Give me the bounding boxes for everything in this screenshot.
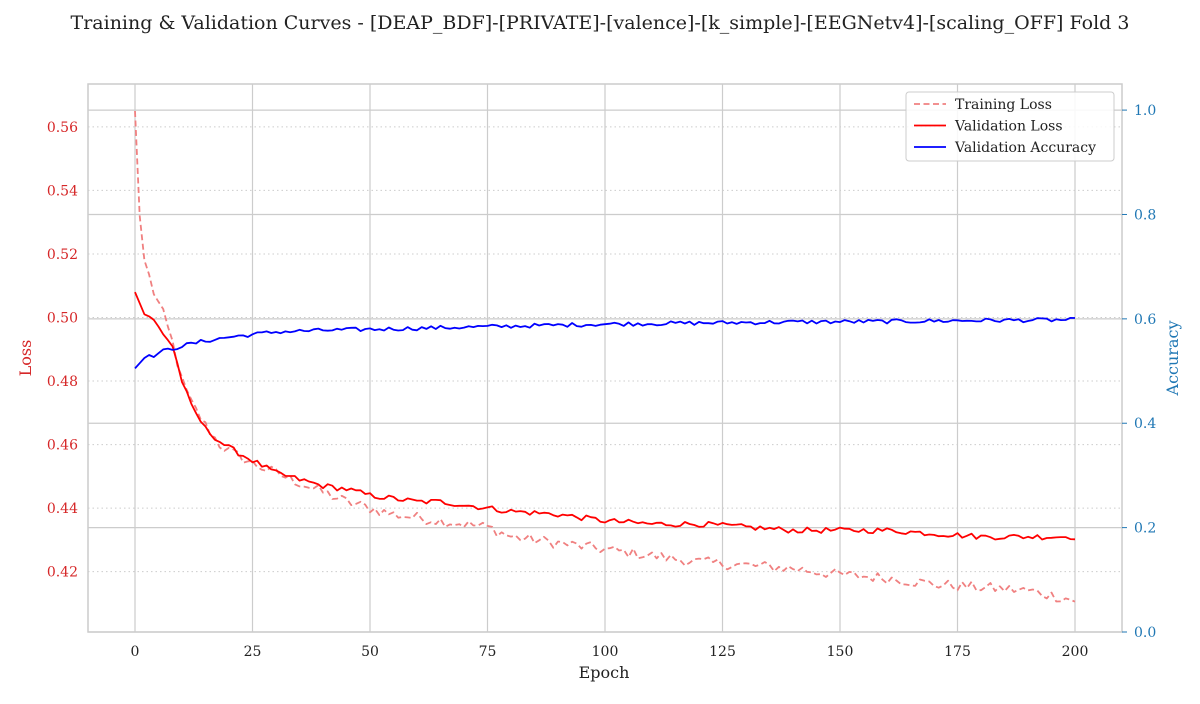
y-right-tick-label: 0.6 <box>1134 312 1156 328</box>
y-left-tick-label: 0.46 <box>47 438 78 454</box>
x-tick-label: 150 <box>827 644 854 660</box>
chart-title: Training & Validation Curves - [DEAP_BDF… <box>71 12 1130 34</box>
x-tick-label: 200 <box>1062 644 1089 660</box>
y-axis-right-label: Accuracy <box>1163 321 1182 397</box>
y-left-tick-label: 0.52 <box>47 247 78 263</box>
x-tick-label: 75 <box>479 644 497 660</box>
x-tick-label: 50 <box>361 644 379 660</box>
y-left-tick-label: 0.54 <box>47 183 78 199</box>
series-layer <box>134 110 1076 603</box>
y-left-tick-label: 0.50 <box>47 310 78 326</box>
plot-frame <box>87 83 1123 633</box>
y-right-tick-label: 1.0 <box>1134 103 1156 119</box>
y-left-tick-label: 0.56 <box>47 120 78 136</box>
x-tick-label: 175 <box>944 644 971 660</box>
x-tick-label: 25 <box>244 644 262 660</box>
legend-label-validation-loss: Validation Loss <box>954 119 1063 135</box>
x-axis-label: Epoch <box>579 663 630 682</box>
plot-border <box>87 83 1123 633</box>
y-left-tick-label: 0.42 <box>47 565 78 581</box>
legend-label-validation-accuracy: Validation Accuracy <box>954 140 1096 156</box>
y-left-tick-label: 0.48 <box>47 374 78 390</box>
y-right-tick-label: 0.0 <box>1134 625 1156 641</box>
y-axis-left-label: Loss <box>16 340 35 377</box>
y-left-tick-label: 0.44 <box>47 501 78 517</box>
x-tick-label: 125 <box>709 644 736 660</box>
tick-layer: 0 25 50 75 100 125 150 175 200 0.42 0.44 0.46 0.48 0.… <box>47 103 1157 660</box>
validation-loss-line <box>134 291 1076 541</box>
y-right-tick-label: 0.4 <box>1134 416 1156 432</box>
legend: Training Loss Validation Loss Validation A… <box>905 91 1115 162</box>
y-right-tick-label: 0.2 <box>1134 521 1156 537</box>
y-right-tick-label: 0.8 <box>1134 207 1156 223</box>
x-tick-label: 0 <box>131 644 140 660</box>
x-tick-label: 100 <box>592 644 619 660</box>
legend-box <box>905 91 1115 162</box>
legend-label-training-loss: Training Loss <box>955 97 1052 113</box>
validation-accuracy-line <box>134 316 1076 370</box>
training-loss-line <box>134 110 1076 603</box>
grid-layer <box>88 84 1122 633</box>
